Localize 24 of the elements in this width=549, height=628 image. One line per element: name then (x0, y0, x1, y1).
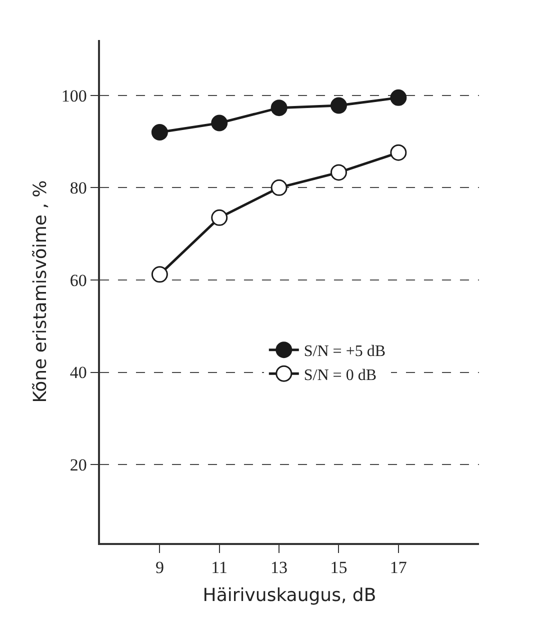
x-tick-label: 11 (211, 558, 228, 578)
point (390, 89, 407, 106)
y-tick-label: 20 (70, 456, 87, 474)
y-axis-title: Kõne eristamisvõime , % (30, 180, 52, 403)
point (330, 164, 347, 181)
point (390, 144, 407, 161)
x-tick-label: 17 (390, 558, 408, 578)
x-tick-label: 15 (330, 558, 348, 578)
y-tick-label: 100 (61, 86, 87, 106)
y-tick-label: 60 (70, 270, 87, 290)
point (211, 114, 228, 132)
point (330, 97, 347, 114)
point (270, 100, 288, 116)
legend-label: S/N = 0 dB (304, 366, 376, 384)
point (270, 179, 288, 196)
x-tick-label: 13 (270, 558, 288, 578)
y-tick-label: 40 (70, 363, 87, 382)
point (211, 209, 228, 226)
point (151, 266, 168, 283)
legend-label: S/N = +5 dB (304, 343, 386, 360)
point (151, 124, 168, 141)
x-tick-label: 9 (155, 558, 164, 578)
x-axis-title: Häirivuskaugus, dB (202, 584, 376, 606)
y-tick-label: 80 (70, 178, 87, 198)
